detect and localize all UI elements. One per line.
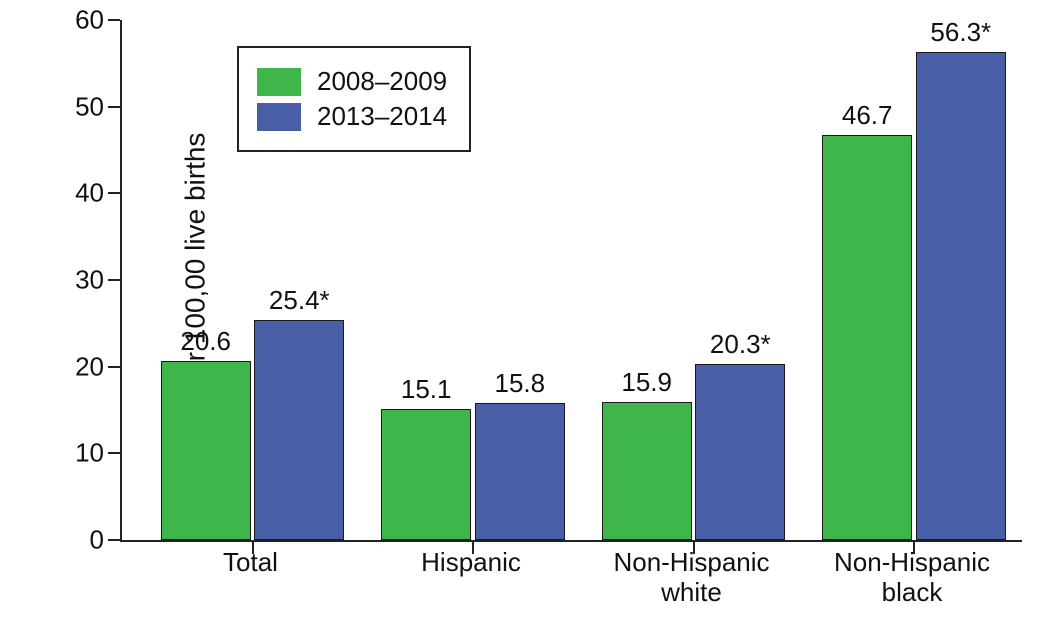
x-tick-label: Hispanic [361, 548, 581, 578]
x-tick-label: Non-Hispanicblack [802, 548, 1022, 608]
y-tick [108, 452, 120, 454]
y-tick-label: 50 [62, 91, 104, 122]
bar [475, 403, 565, 540]
x-tick-label: Non-Hispanicwhite [582, 548, 802, 608]
chart-container: Rate per 100,00 live births 010203040506… [0, 0, 1050, 636]
bar [695, 364, 785, 540]
y-tick-label: 20 [62, 351, 104, 382]
bar-value-label: 56.3* [930, 17, 991, 48]
y-tick [108, 192, 120, 194]
bar [822, 135, 912, 540]
x-tick-label: Total [141, 548, 361, 578]
legend: 2008–2009 2013–2014 [237, 46, 471, 152]
legend-label: 2013–2014 [317, 101, 447, 132]
bar-value-label: 15.1 [401, 374, 452, 405]
bar-value-label: 15.9 [621, 367, 672, 398]
bar [161, 361, 251, 540]
bar-value-label: 20.3* [710, 329, 771, 360]
bar [381, 409, 471, 540]
y-tick-label: 10 [62, 438, 104, 469]
y-tick [108, 19, 120, 21]
bar-value-label: 25.4* [269, 285, 330, 316]
bar [602, 402, 692, 540]
bar [254, 320, 344, 540]
y-tick [108, 366, 120, 368]
legend-label: 2008–2009 [317, 66, 447, 97]
y-tick-label: 60 [62, 5, 104, 36]
legend-swatch [257, 103, 301, 131]
y-tick-label: 40 [62, 178, 104, 209]
y-tick [108, 106, 120, 108]
y-tick [108, 539, 120, 541]
bar [916, 52, 1006, 540]
y-tick-label: 0 [62, 525, 104, 556]
legend-item: 2013–2014 [257, 101, 447, 132]
bar-value-label: 15.8 [494, 368, 545, 399]
y-tick-label: 30 [62, 265, 104, 296]
bar-value-label: 46.7 [842, 100, 893, 131]
legend-swatch [257, 68, 301, 96]
bar-value-label: 20.6 [180, 326, 231, 357]
y-tick [108, 279, 120, 281]
legend-item: 2008–2009 [257, 66, 447, 97]
